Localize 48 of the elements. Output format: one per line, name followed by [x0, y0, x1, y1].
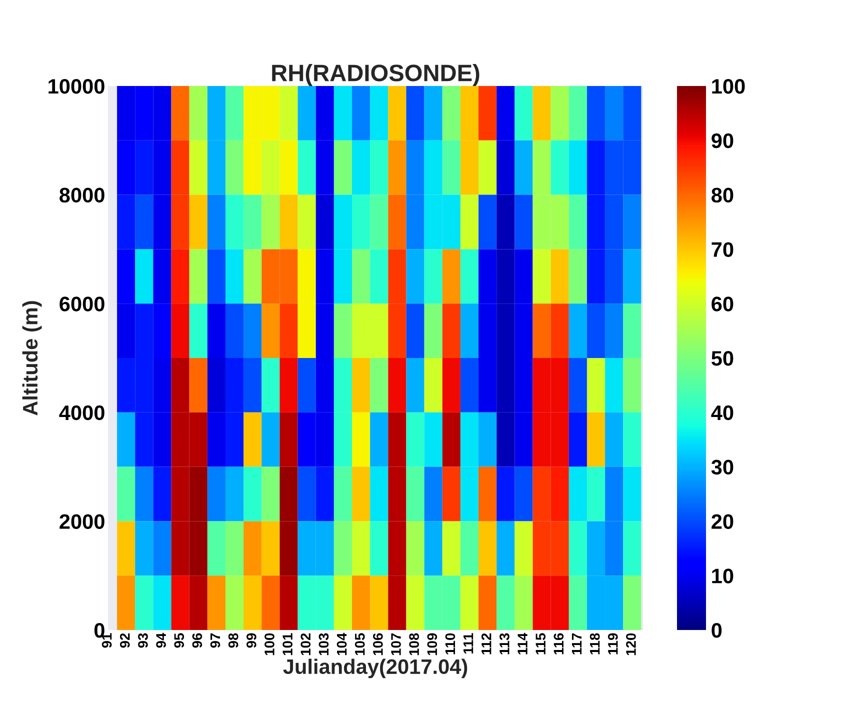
- x-tick-label: 97: [210, 633, 220, 648]
- color-bar-label: 100: [712, 79, 745, 94]
- x-tick-label: 116: [554, 633, 564, 654]
- x-tick-label: 111: [464, 633, 474, 654]
- x-tick-label: 113: [500, 633, 510, 654]
- x-tick-label: 99: [246, 633, 256, 648]
- x-tick-label: 109: [427, 633, 438, 656]
- color-bar-label: 60: [712, 296, 734, 312]
- y-tick-label: 10000: [48, 79, 104, 94]
- x-tick-label: 104: [336, 632, 347, 656]
- x-tick-label: 117: [572, 633, 582, 654]
- y-tick-label: 2000: [60, 514, 104, 529]
- x-tick-label: 96: [192, 633, 202, 648]
- x-tick-label: 101: [282, 633, 292, 656]
- color-bar-label: 80: [712, 188, 734, 203]
- color-bar-label: 0: [712, 623, 722, 638]
- y-tick-label: 8000: [60, 188, 104, 203]
- y-axis-title: Altitude (m): [22, 301, 42, 416]
- x-axis-title: Julianday(2017.04): [283, 658, 468, 678]
- color-bar-label: 40: [711, 405, 734, 420]
- x-tick-label: 110: [445, 633, 456, 654]
- x-tick-label: 120: [626, 633, 636, 656]
- x-tick-label: 93: [138, 633, 148, 648]
- chart-title: RH(RADIOSONDE): [272, 64, 480, 86]
- x-tick-label: 94: [156, 632, 166, 648]
- x-tick-label: 115: [536, 633, 546, 654]
- color-bar-label: 10: [712, 568, 734, 584]
- x-tick-label: 108: [409, 633, 419, 656]
- x-tick-label: 107: [391, 633, 401, 656]
- color-bar-label: 90: [712, 133, 734, 148]
- x-tick-label: 95: [174, 633, 184, 648]
- x-tick-label: 105: [354, 633, 365, 656]
- x-tick-label: 100: [264, 633, 274, 656]
- y-tick-label: 6000: [60, 296, 104, 312]
- x-tick-label: 119: [608, 633, 618, 654]
- color-bar-label: 30: [711, 460, 734, 475]
- x-tick-label: 114: [518, 632, 528, 654]
- x-tick-label: 92: [120, 633, 130, 648]
- x-tick-label: 106: [373, 633, 383, 656]
- x-tick-label: 102: [300, 633, 311, 656]
- x-tick-label: 118: [590, 633, 600, 654]
- color-bar-label: 20: [712, 514, 734, 529]
- y-tick-label: 4000: [59, 405, 104, 420]
- color-bar-label: 50: [712, 351, 734, 366]
- x-tick-label: 103: [318, 633, 329, 656]
- x-tick-label: 112: [481, 633, 492, 654]
- x-tick-label: 98: [228, 633, 238, 648]
- color-bar-label: 70: [712, 242, 734, 257]
